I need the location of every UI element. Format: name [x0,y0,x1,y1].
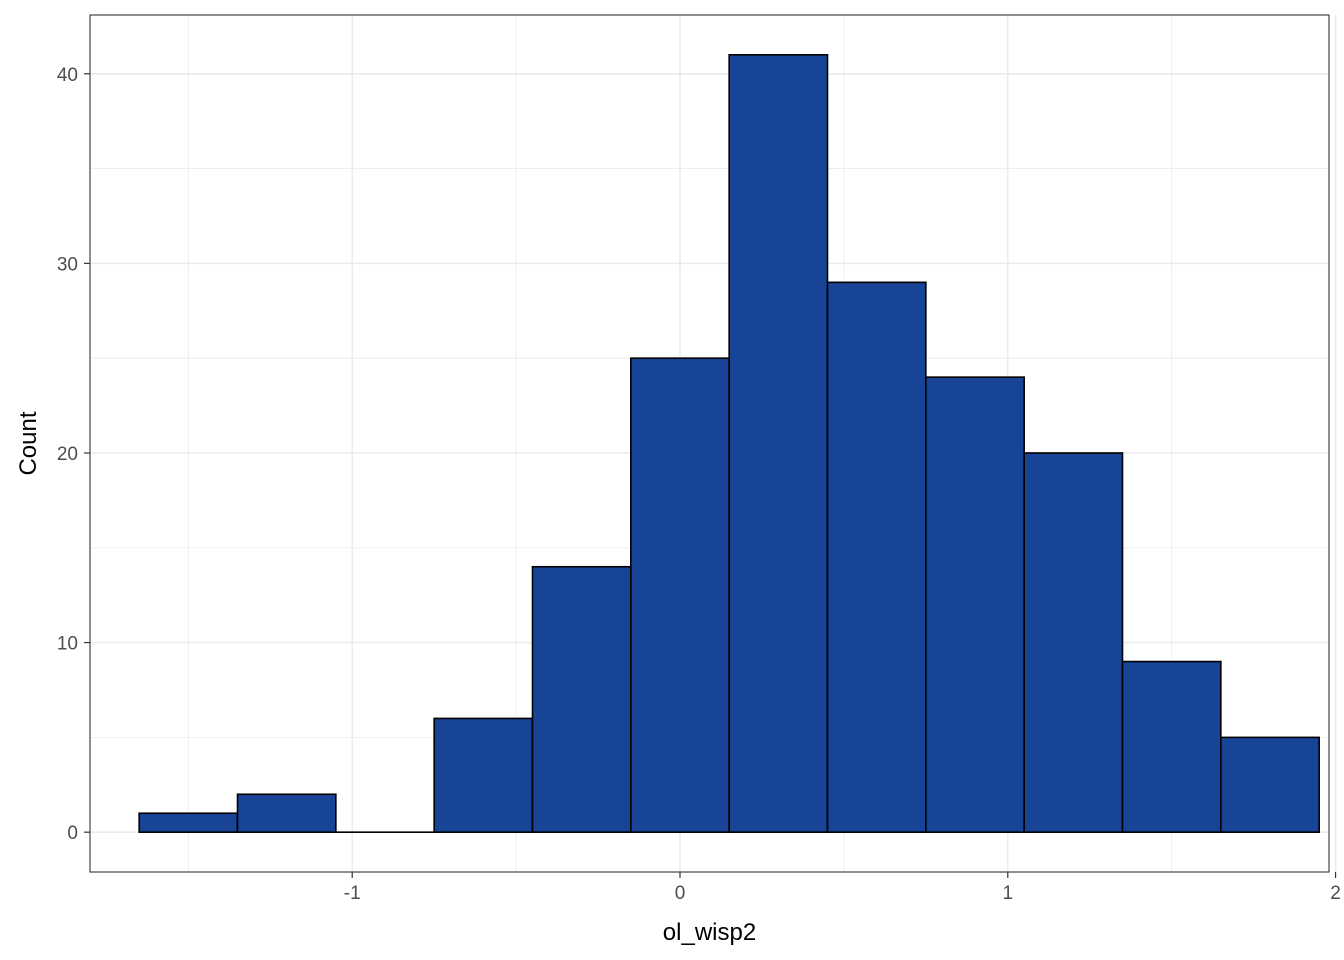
histogram-bar [531,565,632,833]
histogram-bars [138,54,1320,833]
x-tick-label: 0 [675,883,686,904]
histogram-bar [728,54,829,833]
histogram-bar [236,793,337,833]
y-tick-label: 40 [57,65,78,86]
histogram-bar [826,281,927,833]
y-tick-label: 0 [67,823,78,844]
x-tick-label: 1 [1002,883,1013,904]
histogram-bar [138,812,239,833]
x-axis: -1 0 1 2 [344,872,1341,904]
y-axis-title: Count [15,411,42,475]
x-tick-label: 2 [1330,883,1341,904]
y-tick-label: 30 [57,254,78,275]
y-tick-label: 10 [57,634,78,655]
y-axis: 0 10 20 30 40 [57,65,90,844]
histogram-bar [630,357,730,833]
x-tick-label: -1 [344,883,361,904]
histogram-bar [925,376,1025,833]
histogram-bar [1023,452,1124,833]
x-axis-title: ol_wisp2 [663,919,756,946]
histogram-bar [433,717,534,833]
panel-border [89,14,1330,873]
histogram-bar [1121,660,1222,833]
histogram-bar [1220,736,1320,833]
y-tick-label: 20 [57,444,78,465]
